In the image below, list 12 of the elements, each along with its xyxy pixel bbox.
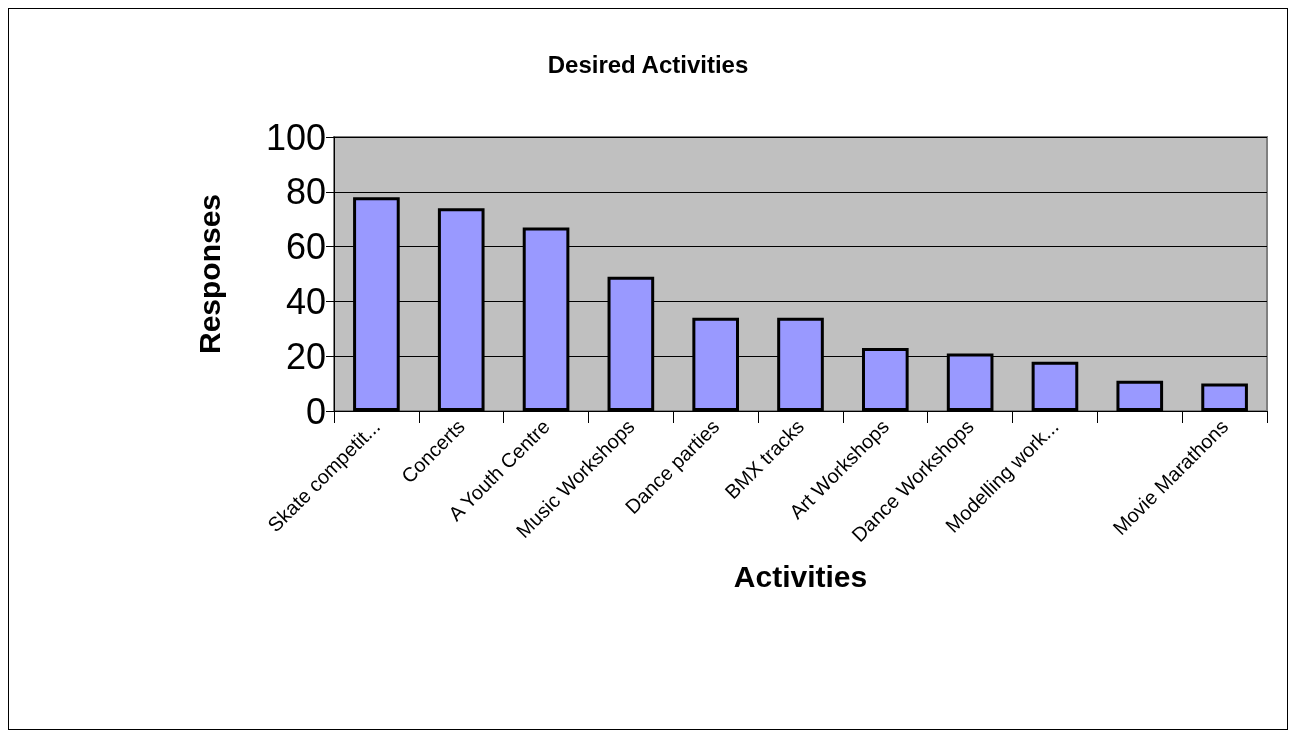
y-tick-label: 20 (285, 335, 326, 377)
y-tick-label: 0 (305, 390, 326, 432)
y-tick-label: 100 (265, 116, 326, 158)
bar (1201, 383, 1248, 411)
y-tick-label: 40 (285, 280, 326, 322)
y-axis-title: Responses (192, 193, 226, 355)
y-tick-label: 60 (285, 226, 326, 268)
chart-title: Desired Activities (547, 50, 749, 78)
x-axis-title: Activities (733, 559, 868, 593)
bar (1116, 380, 1164, 411)
bar (1031, 361, 1079, 411)
y-tick-label: 80 (285, 171, 326, 213)
